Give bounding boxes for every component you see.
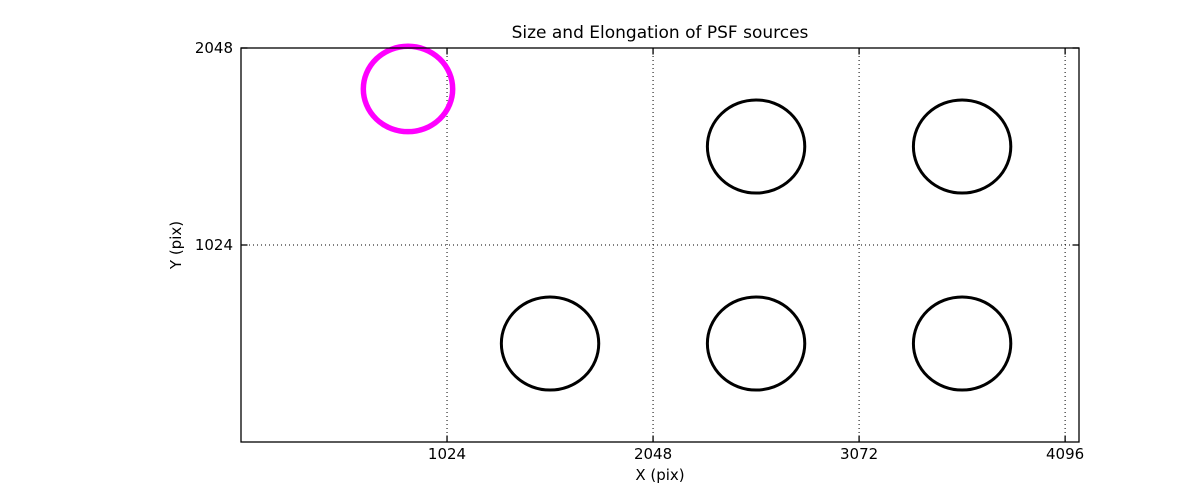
x-tick-label: 1024 <box>427 445 467 463</box>
psf-source-circle <box>911 98 1013 195</box>
y-tick-label: 1024 <box>194 236 233 254</box>
psf-source-circle <box>705 98 807 195</box>
psf-source-circle <box>705 295 807 392</box>
psf-source-circle <box>499 295 601 392</box>
x-tick-label: 4096 <box>1046 445 1085 463</box>
psf-source-circle <box>911 295 1013 392</box>
x-axis-label: X (pix) <box>635 466 685 484</box>
x-tick-label: 2048 <box>633 445 673 463</box>
chart-title: Size and Elongation of PSF sources <box>511 23 809 43</box>
y-tick-label: 2048 <box>194 39 233 57</box>
psf-source-circle-highlighted <box>360 43 456 135</box>
x-tick-label: 3072 <box>839 445 879 463</box>
